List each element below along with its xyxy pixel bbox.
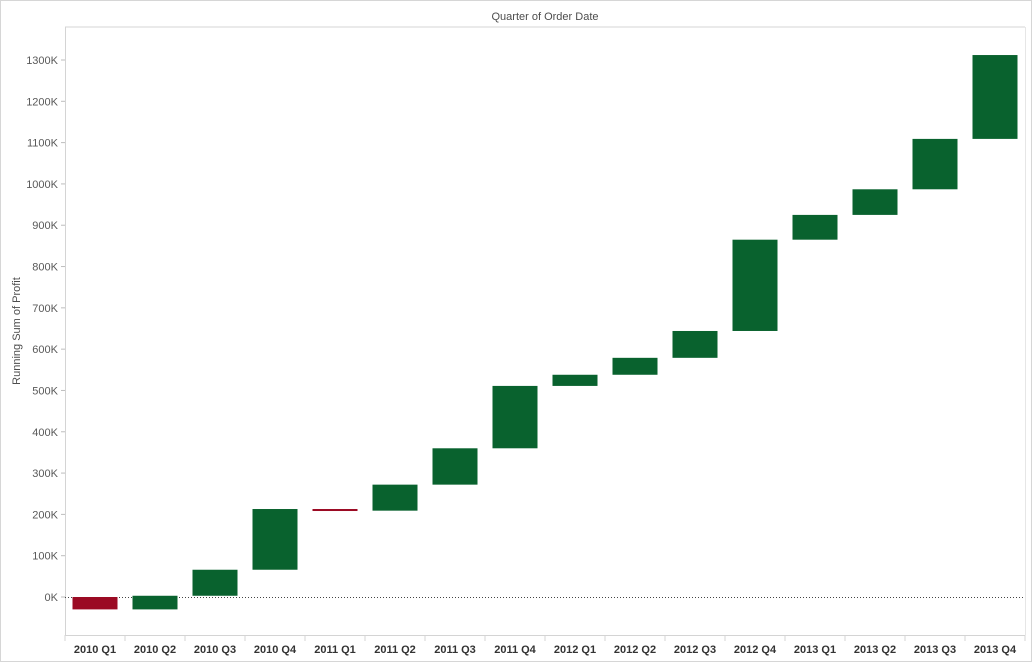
y-tick-label: 900K: [32, 220, 58, 232]
waterfall-bar[interactable]: [792, 214, 838, 240]
waterfall-bar[interactable]: [912, 138, 958, 190]
x-category-label: 2013 Q3: [914, 644, 956, 656]
x-category-label: 2012 Q2: [614, 644, 656, 656]
x-category-label: 2010 Q3: [194, 644, 236, 656]
x-category-label: 2012 Q3: [674, 644, 716, 656]
y-tick-label: 1300K: [26, 55, 58, 67]
waterfall-bar[interactable]: [612, 357, 658, 375]
bars-group: [72, 55, 1018, 610]
x-category-label: 2011 Q1: [314, 644, 356, 656]
x-category-label: 2013 Q1: [794, 644, 836, 656]
x-category-label: 2013 Q2: [854, 644, 896, 656]
waterfall-bar[interactable]: [132, 595, 178, 610]
y-axis-title: Running Sum of Profit: [11, 277, 23, 385]
x-category-label: 2012 Q1: [554, 644, 596, 656]
waterfall-bar[interactable]: [312, 509, 358, 512]
waterfall-bar[interactable]: [732, 239, 778, 331]
y-tick-label: 1100K: [27, 138, 59, 150]
y-axis: 0K 100K 200K 300K 400K 500K 600K 700K 800K 900K 10…: [26, 55, 65, 604]
waterfall-bar[interactable]: [492, 385, 538, 449]
x-axis: 2010 Q1 2010 Q2 2010 Q3 2010 Q4 2011 Q1 2011 …: [64, 635, 1026, 656]
y-tick-label: 400K: [32, 427, 58, 439]
x-category-label: 2010 Q1: [74, 644, 116, 656]
y-tick-label: 1000K: [26, 179, 58, 191]
y-tick-label: 200K: [32, 509, 58, 521]
waterfall-bar[interactable]: [372, 484, 418, 511]
y-tick-label: 1200K: [26, 96, 58, 108]
waterfall-bar[interactable]: [672, 330, 718, 358]
pane-border: [65, 26, 1026, 636]
y-tick-label: 800K: [32, 262, 58, 274]
waterfall-bar[interactable]: [552, 374, 598, 386]
x-category-label: 2010 Q2: [134, 644, 176, 656]
column-header-title: Quarter of Order Date: [492, 11, 599, 23]
x-category-label: 2011 Q3: [434, 644, 476, 656]
y-tick-label: 0K: [45, 592, 59, 604]
waterfall-bar[interactable]: [432, 448, 478, 485]
x-category-label: 2010 Q4: [254, 644, 297, 656]
waterfall-bar[interactable]: [72, 597, 118, 610]
waterfall-bar[interactable]: [192, 569, 238, 596]
x-category-label: 2012 Q4: [734, 644, 777, 656]
waterfall-bar[interactable]: [972, 55, 1018, 139]
x-category-label: 2011 Q4: [494, 644, 536, 656]
waterfall-bar[interactable]: [852, 189, 898, 215]
y-tick-label: 100K: [32, 551, 58, 563]
waterfall-bar[interactable]: [252, 509, 298, 570]
x-category-label: 2013 Q4: [974, 644, 1017, 656]
x-category-label: 2011 Q2: [374, 644, 416, 656]
y-tick-label: 300K: [32, 468, 58, 480]
y-tick-label: 500K: [32, 385, 58, 397]
y-tick-label: 600K: [32, 344, 58, 356]
y-tick-label: 700K: [32, 303, 58, 315]
